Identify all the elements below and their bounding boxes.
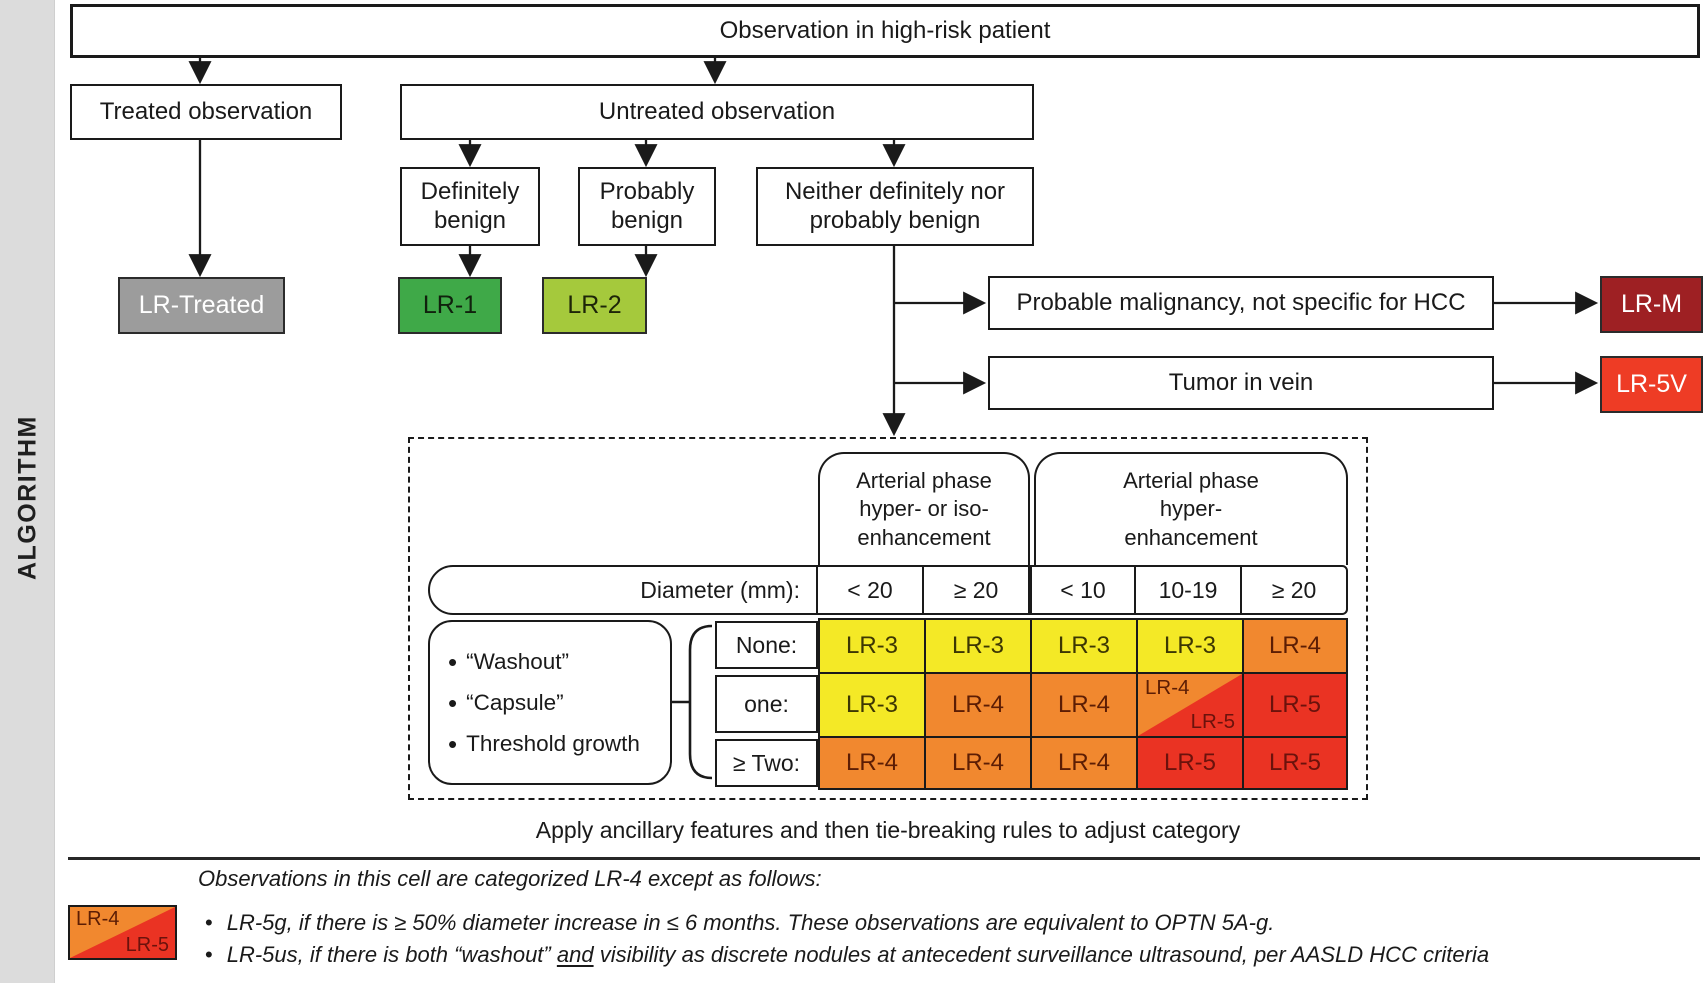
footnote-bullet-1-text: LR-5g, if there is ≥ 50% diameter increa… [226, 910, 1275, 935]
category-cell-r2-c0: LR-4 [818, 736, 924, 790]
bullet-dot: • [448, 728, 458, 759]
feature-label: “Washout” [466, 648, 570, 674]
apply-ancillary-note: Apply ancillary features and then tie-br… [535, 817, 1241, 843]
category-cell-r2-c4: LR-5 [1242, 736, 1348, 790]
lr-treated-box: LR-Treated [118, 277, 285, 334]
category-cell-r1-c0: LR-3 [818, 672, 924, 736]
sidebar-strip [0, 0, 55, 983]
footnote-bullet-1: • LR-5g, if there is ≥ 50% diameter incr… [205, 910, 1274, 936]
footnote-intro: Observations in this cell are categorize… [198, 866, 822, 891]
diameter-label: Diameter (mm): [640, 576, 800, 603]
treated-observation-box: Treated observation [70, 84, 342, 140]
root-box: Observation in high-risk patient [70, 4, 1700, 58]
feature-item-0: • “Washout” [448, 649, 662, 675]
diameter-col-4: ≥ 20 [1240, 567, 1346, 613]
lr-1-box: LR-1 [398, 277, 502, 334]
algorithm-vertical-label: ALGORITHM [13, 415, 42, 581]
category-cell-r0-c2: LR-3 [1030, 618, 1136, 672]
probably-benign-box: Probably benign [578, 167, 716, 246]
bullet-dot: • [448, 646, 458, 677]
bullet-dot: • [205, 910, 213, 935]
lr4-lr5-split-legend: LR-4 LR-5 [68, 905, 177, 960]
untreated-observation-box: Untreated observation [400, 84, 1034, 140]
row-label-2: ≥ Two: [715, 739, 818, 787]
major-features-table-frame [408, 437, 1368, 800]
footnote-bullet-2: • LR-5us, if there is both “washout” and… [205, 942, 1489, 968]
split-cell-lr5-label: LR-5 [1190, 710, 1235, 733]
lr-5v-box: LR-5V [1600, 356, 1703, 413]
diameter-col-0: < 20 [816, 567, 922, 613]
bullet-dot: • [448, 687, 458, 718]
diameter-columns: < 20 ≥ 20 < 10 10-19 ≥ 20 [816, 567, 1346, 613]
feature-label: Threshold growth [466, 730, 640, 756]
legend-lr4-label: LR-4 [76, 908, 120, 930]
lr-m-box: LR-M [1600, 276, 1703, 333]
footer-separator-line [68, 857, 1700, 860]
category-cell-r0-c0: LR-3 [818, 618, 924, 672]
header-arterial-hyper-or-iso: Arterial phase hyper- or iso- enhancemen… [818, 452, 1030, 565]
category-cell-r2-c2: LR-4 [1030, 736, 1136, 790]
neither-benign-box: Neither definitely nor probably benign [756, 167, 1034, 246]
underlined-and: and [556, 942, 594, 967]
category-cell-r2-c3: LR-5 [1136, 736, 1242, 790]
category-cell-r1-c2: LR-4 [1030, 672, 1136, 736]
row-label-0: None: [715, 621, 818, 669]
diameter-row: Diameter (mm): < 20 ≥ 20 < 10 10-19 ≥ 20 [428, 565, 1348, 615]
definitely-benign-box: Definitely benign [400, 167, 540, 246]
diameter-col-1: ≥ 20 [922, 567, 1028, 613]
category-cell-r1-c1: LR-4 [924, 672, 1030, 736]
category-cell-r2-c1: LR-4 [924, 736, 1030, 790]
legend-lr5-label: LR-5 [125, 934, 169, 956]
row-label-1: one: [715, 675, 818, 733]
diameter-col-3: 10-19 [1134, 567, 1240, 613]
footnote-bullet-2-text: LR-5us, if there is both “washout” and v… [226, 942, 1490, 967]
category-cell-r0-c1: LR-3 [924, 618, 1030, 672]
category-cell-r0-c4: LR-4 [1242, 618, 1348, 672]
lr-2-box: LR-2 [542, 277, 647, 334]
probable-malignancy-box: Probable malignancy, not specific for HC… [988, 276, 1494, 330]
category-cell-r1-c4: LR-5 [1242, 672, 1348, 736]
header-arterial-hyper: Arterial phase hyper- enhancement [1034, 452, 1348, 565]
diameter-col-2: < 10 [1028, 567, 1134, 613]
split-cell-lr4-label: LR-4 [1145, 676, 1190, 699]
category-cell-r1-c3: LR-4 LR-5 [1136, 672, 1242, 736]
feature-item-1: • “Capsule” [448, 690, 662, 716]
tumor-in-vein-box: Tumor in vein [988, 356, 1494, 410]
category-cell-r0-c3: LR-3 [1136, 618, 1242, 672]
major-features-box: • “Washout” • “Capsule” • Threshold growth [428, 620, 672, 785]
feature-label: “Capsule” [466, 689, 564, 715]
feature-item-2: • Threshold growth [448, 731, 662, 757]
bullet-dot: • [205, 942, 213, 967]
